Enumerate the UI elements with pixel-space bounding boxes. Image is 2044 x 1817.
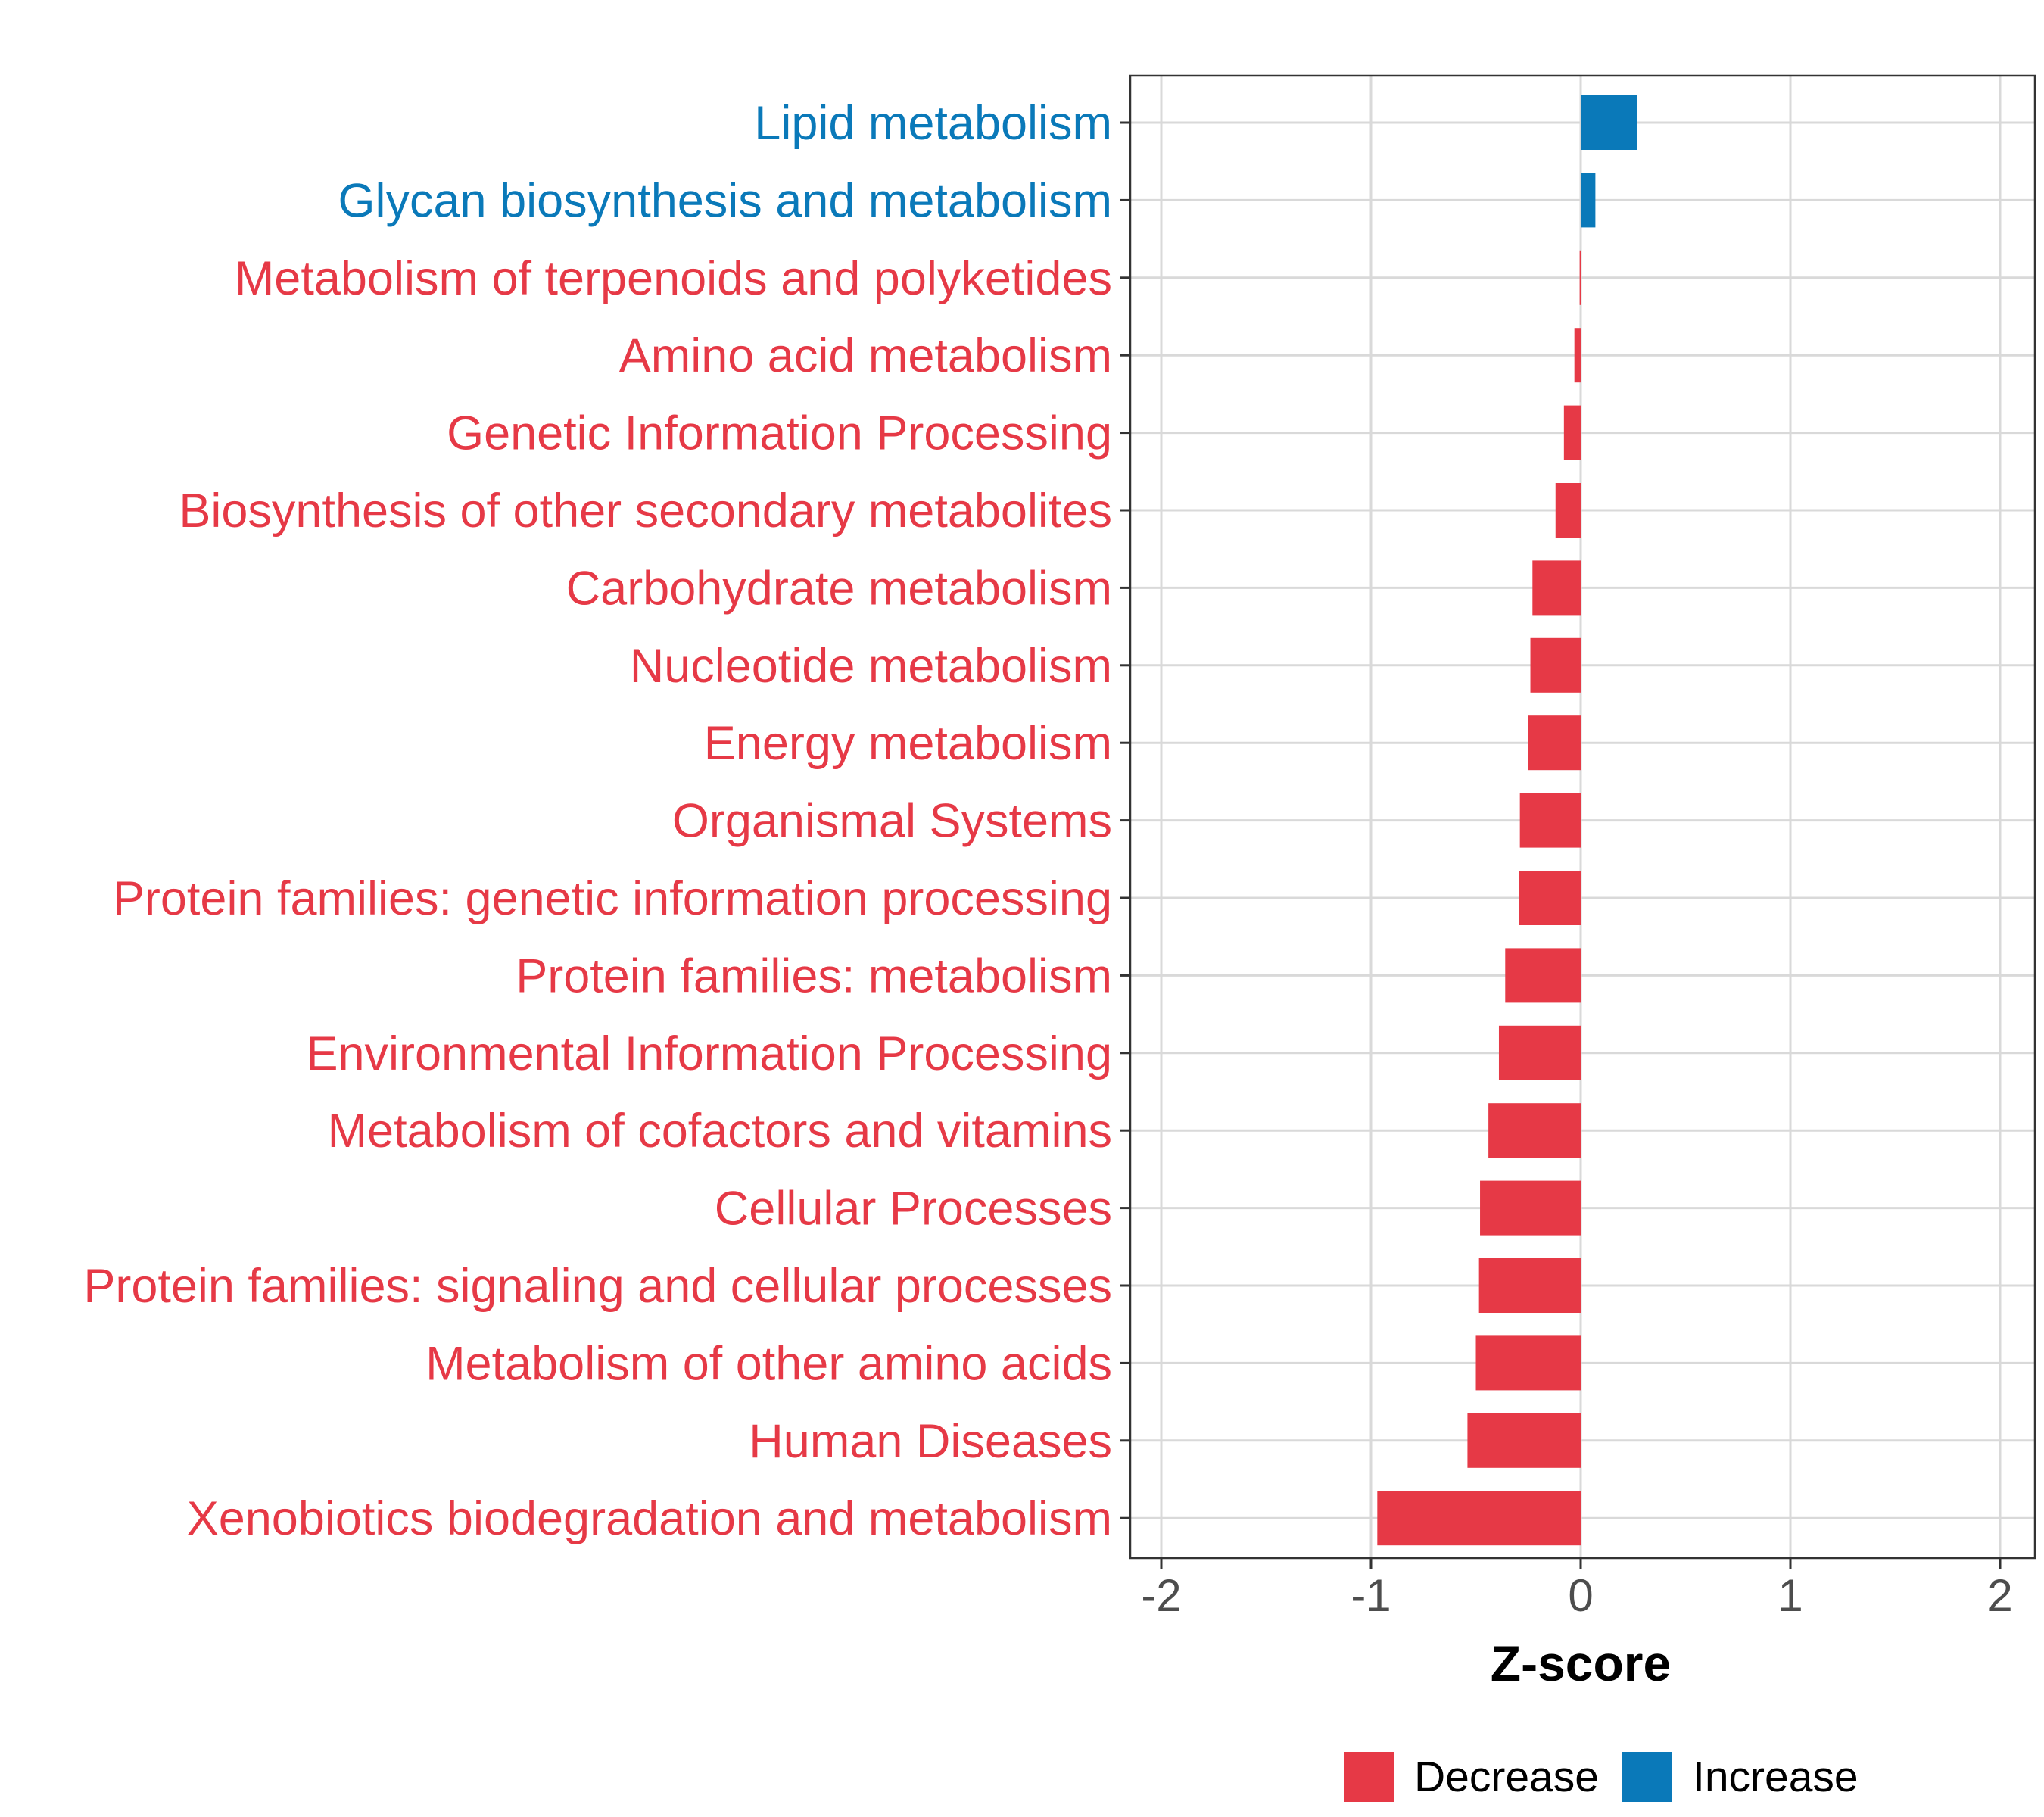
bar-nucleotide-metabolism: [1530, 637, 1581, 693]
category-labels: Lipid metabolism Glycan biosynthesis and …: [83, 97, 1112, 1545]
bar-genetic-information-processing: [1563, 405, 1581, 460]
bar-carbohydrate-metabolism: [1532, 560, 1581, 616]
x-tick-label: -1: [1351, 1570, 1391, 1621]
bar-cellular-processes: [1480, 1180, 1581, 1236]
bar-xenobiotics-biodegradation-and-metabolism: [1377, 1491, 1581, 1546]
category-label: Biosynthesis of other secondary metaboli…: [179, 485, 1112, 538]
x-tick-labels: -2 -1 0 1 2: [1141, 1570, 2012, 1621]
bar-lipid-metabolism: [1581, 95, 1637, 150]
bar-metabolism-of-cofactors-and-vitamins: [1488, 1103, 1581, 1158]
category-label: Carbohydrate metabolism: [566, 562, 1112, 615]
legend-label-decrease: Decrease: [1414, 1753, 1599, 1801]
x-tick-label: -2: [1141, 1570, 1181, 1621]
plot-panel-border: [1129, 74, 2036, 1560]
legend-key-increase: [1622, 1752, 1672, 1802]
bar-glycan-biosynthesis-and-metabolism: [1581, 173, 1596, 228]
category-label: Metabolism of other amino acids: [425, 1337, 1112, 1390]
bars: [1377, 95, 1637, 1546]
bar-metabolism-of-terpenoids-and-polyketides: [1579, 250, 1581, 305]
category-label: Glycan biosynthesis and metabolism: [338, 174, 1113, 227]
bar-environmental-information-processing: [1498, 1025, 1581, 1080]
category-label: Metabolism of cofactors and vitamins: [328, 1105, 1112, 1158]
y-axis-ticks: [1120, 121, 1130, 1519]
gridlines: [1130, 76, 2035, 1558]
x-tick-label: 1: [1778, 1570, 1803, 1621]
category-label: Environmental Information Processing: [306, 1027, 1112, 1080]
bar-biosynthesis-of-other-secondary-metabolites: [1555, 483, 1581, 538]
category-label: Protein families: genetic information pr…: [113, 872, 1112, 925]
category-label: Genetic Information Processing: [447, 407, 1112, 460]
category-label: Lipid metabolism: [754, 97, 1112, 150]
category-label: Protein families: metabolism: [516, 949, 1112, 1002]
legend-key-decrease: [1344, 1752, 1394, 1802]
legend-label-increase: Increase: [1693, 1753, 1859, 1801]
bar-metabolism-of-other-amino-acids: [1475, 1335, 1581, 1391]
x-axis-title: Z-score: [1491, 1635, 1671, 1691]
x-tick-label: 0: [1568, 1570, 1593, 1621]
category-label: Protein families: signaling and cellular…: [83, 1260, 1112, 1313]
bar-protein-families-genetic-information-processing: [1519, 871, 1581, 925]
category-label: Nucleotide metabolism: [630, 640, 1112, 693]
category-label: Metabolism of terpenoids and polyketides: [235, 252, 1112, 305]
category-label: Amino acid metabolism: [619, 329, 1112, 382]
x-axis-ticks: [1160, 1558, 2002, 1569]
bar-organismal-systems: [1519, 793, 1581, 848]
bar-amino-acid-metabolism: [1574, 328, 1581, 383]
x-tick-label: 2: [1987, 1570, 2012, 1621]
category-label: Energy metabolism: [704, 717, 1112, 770]
category-label: Human Diseases: [749, 1415, 1112, 1468]
category-label: Cellular Processes: [715, 1183, 1112, 1236]
bar-human-diseases: [1467, 1413, 1581, 1468]
category-label: Organismal Systems: [672, 795, 1112, 848]
bar-protein-families-signaling-and-cellular-processes: [1478, 1258, 1581, 1313]
legend: Decrease Increase: [1344, 1752, 1859, 1802]
category-label: Xenobiotics biodegradation and metabolis…: [187, 1492, 1112, 1545]
bar-protein-families-metabolism: [1505, 948, 1581, 1003]
bar-energy-metabolism: [1528, 715, 1581, 771]
